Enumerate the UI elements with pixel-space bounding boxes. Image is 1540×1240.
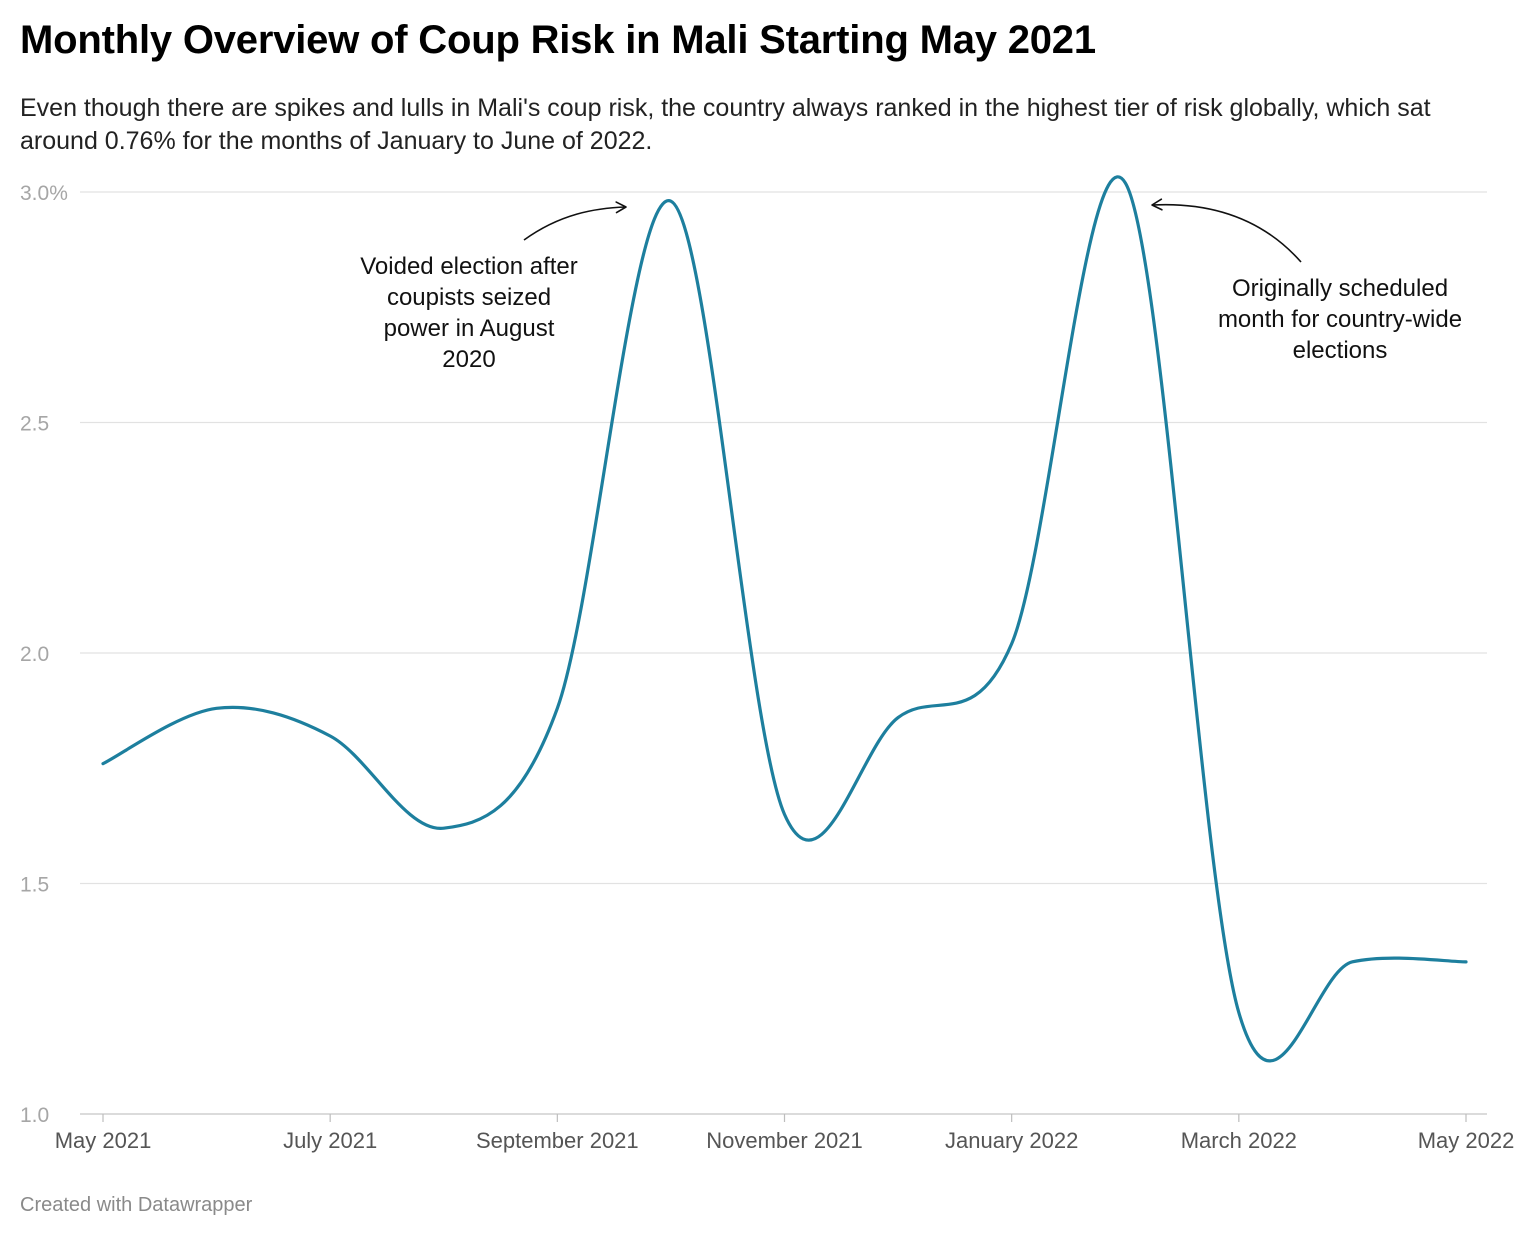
annotation-line: 2020 bbox=[442, 346, 495, 373]
data-point bbox=[442, 826, 446, 830]
data-point bbox=[1010, 642, 1014, 646]
annotation-line: elections bbox=[1293, 337, 1388, 364]
chart-subtitle: Even though there are spikes and lulls i… bbox=[20, 94, 1431, 155]
y-tick-label: 1.0 bbox=[20, 1104, 49, 1127]
annotations: Voided election after coupists seized powe… bbox=[360, 198, 1462, 373]
y-tick-label: 1.5 bbox=[20, 874, 49, 897]
series-layer bbox=[101, 175, 1468, 1063]
x-tick-label: May 2022 bbox=[1418, 1128, 1515, 1153]
series-line bbox=[101, 175, 1468, 1063]
axes: 1.0 1.5 2.0 2.5 3.0% May 2021 July 2021 Septemb… bbox=[20, 182, 1514, 1153]
gridlines bbox=[80, 191, 1487, 1115]
data-point bbox=[1123, 181, 1127, 185]
annotation-arrowhead bbox=[615, 201, 627, 214]
footer-credit: Created with Datawrapper bbox=[20, 1194, 253, 1216]
annotation-line: month for country-wide bbox=[1218, 306, 1462, 333]
x-tick-label: November 2021 bbox=[706, 1128, 863, 1153]
y-tick-label: 3.0% bbox=[20, 182, 68, 205]
y-tick-label: 2.5 bbox=[20, 413, 49, 436]
x-tick-label: January 2022 bbox=[945, 1128, 1078, 1153]
data-point bbox=[669, 199, 673, 203]
data-point bbox=[101, 762, 105, 766]
x-tick-label: May 2021 bbox=[55, 1128, 152, 1153]
annotation-line: coupists seized bbox=[387, 284, 551, 311]
data-point bbox=[328, 734, 332, 738]
data-point bbox=[1237, 1011, 1241, 1015]
y-tick-label: 2.0 bbox=[20, 643, 49, 666]
data-point bbox=[1464, 960, 1468, 964]
data-point bbox=[215, 706, 219, 710]
chart-title: Monthly Overview of Coup Risk in Mali St… bbox=[20, 18, 1096, 62]
data-point bbox=[783, 812, 787, 816]
annotation-text: Originally scheduled month for country-wi… bbox=[1218, 275, 1462, 364]
annotation-arrow bbox=[523, 206, 627, 241]
x-tick-label: September 2021 bbox=[476, 1128, 639, 1153]
x-tick-label: March 2022 bbox=[1181, 1128, 1297, 1153]
annotation-arrowhead bbox=[1151, 198, 1163, 211]
annotation-line: Voided election after bbox=[360, 253, 578, 280]
data-point bbox=[555, 706, 559, 710]
annotation-line: Originally scheduled bbox=[1232, 275, 1448, 302]
data-point bbox=[896, 716, 900, 720]
annotation-arrow bbox=[1151, 203, 1302, 263]
x-tick-label: July 2021 bbox=[283, 1128, 377, 1153]
data-point bbox=[1350, 960, 1354, 964]
annotation-line: power in August bbox=[384, 315, 555, 342]
annotation-text: Voided election after coupists seized powe… bbox=[360, 253, 578, 373]
